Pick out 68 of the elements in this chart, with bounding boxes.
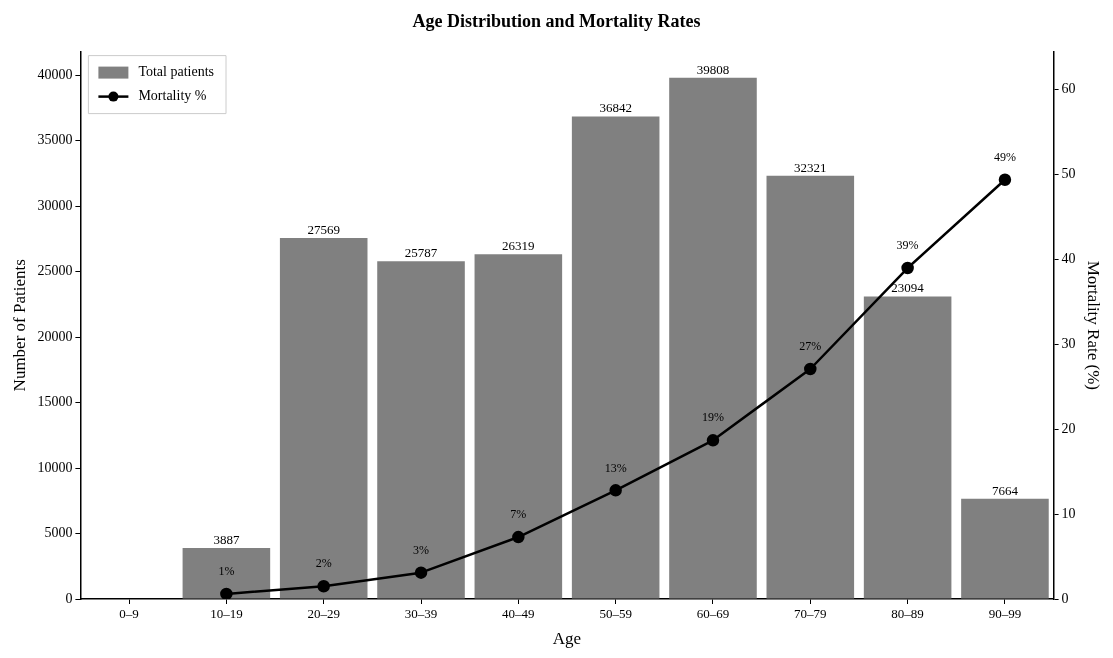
x-tick-label: 50–59 <box>599 606 632 622</box>
point <box>414 566 428 579</box>
point <box>512 530 525 544</box>
data-label: 27% <box>799 339 822 354</box>
y-tick-label: 10000 <box>37 459 73 475</box>
x-tick-label: 40–49 <box>502 606 535 622</box>
y2-tick-label: 10 <box>1061 505 1076 521</box>
y-tick-label: 0 <box>65 590 73 606</box>
x-tick-label: 90–99 <box>988 606 1022 622</box>
x-tick-label: 30–39 <box>404 606 438 622</box>
data-label: 7% <box>510 507 527 522</box>
x-tick-label: 0–9 <box>119 606 139 622</box>
bar <box>377 261 465 599</box>
point <box>609 484 622 497</box>
data-label: 13% <box>604 460 627 475</box>
y2-axis-title: Mortality Rate (%) <box>1084 260 1104 390</box>
data-label: 2% <box>315 556 332 571</box>
x-tick-label: 70–79 <box>794 606 827 622</box>
bar <box>961 498 1049 599</box>
point <box>317 580 330 593</box>
point <box>901 261 914 275</box>
data-label: 39% <box>896 238 919 253</box>
y2-tick-label: 0 <box>1061 590 1069 606</box>
y2-tick-label: 50 <box>1061 166 1076 182</box>
y-tick-label: 15000 <box>37 394 73 410</box>
y-tick-label: 35000 <box>37 132 73 148</box>
point <box>998 173 1012 186</box>
point <box>804 362 817 376</box>
y-tick-label: 20000 <box>37 328 73 344</box>
data-label: 19% <box>701 410 724 425</box>
y2-tick-label: 20 <box>1061 420 1076 436</box>
data-label: 1% <box>218 564 235 579</box>
y2-tick-label: 30 <box>1061 336 1076 352</box>
data-label: 25787 <box>404 245 438 261</box>
y-tick-label: 30000 <box>37 197 73 213</box>
y-tick-label: 5000 <box>44 525 73 541</box>
data-label: 3887 <box>213 532 240 548</box>
point <box>220 587 233 599</box>
legend-label: Mortality % <box>138 88 207 104</box>
data-label: 23094 <box>891 280 925 296</box>
x-tick-label: 80–89 <box>891 606 924 622</box>
data-label: 36842 <box>599 100 632 116</box>
data-label: 3% <box>413 542 430 557</box>
y-axis-title: Number of Patients <box>9 259 29 392</box>
y2-tick-label: 40 <box>1061 251 1076 267</box>
point <box>706 434 720 447</box>
bar <box>279 237 368 599</box>
x-tick-label: 20–29 <box>307 606 340 622</box>
chart-title: Age Distribution and Mortality Rates <box>412 11 701 32</box>
bar <box>571 116 660 599</box>
x-tick-label: 10–19 <box>210 606 243 622</box>
bar <box>766 175 855 599</box>
x-tick-label: 60–69 <box>696 606 730 622</box>
data-label: 27569 <box>307 221 340 237</box>
data-label: 39808 <box>696 61 730 77</box>
y-tick-label: 40000 <box>37 66 73 82</box>
data-label: 32321 <box>794 159 827 175</box>
bar <box>669 77 757 599</box>
data-label: 26319 <box>502 238 535 254</box>
y2-tick-label: 60 <box>1061 81 1076 97</box>
bar <box>474 254 563 599</box>
y-tick-label: 25000 <box>37 263 73 279</box>
bar <box>182 548 271 599</box>
data-label: 49% <box>993 149 1016 164</box>
data-label: 7664 <box>991 482 1019 498</box>
bar <box>863 296 952 599</box>
x-axis-title: Age <box>552 629 582 649</box>
legend-label: Total patients <box>138 64 215 80</box>
